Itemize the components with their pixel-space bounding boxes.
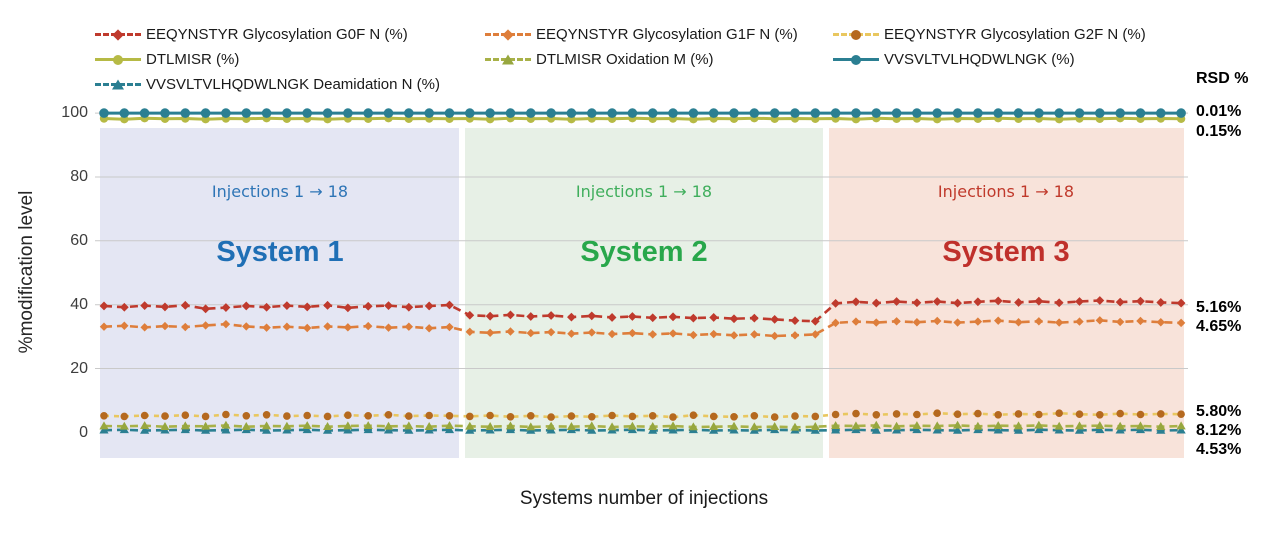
y-axis-tick-40: 40 bbox=[70, 296, 88, 313]
legend-label: EEQYNSTYR Glycosylation G1F N (%) bbox=[536, 26, 798, 43]
legend-dtlmisr-ox-marker-icon bbox=[485, 53, 531, 67]
legend-g0f-marker-icon bbox=[95, 28, 141, 42]
legend-label: DTLMISR Oxidation M (%) bbox=[536, 51, 714, 68]
system-3-label: System 3 bbox=[942, 236, 1070, 268]
legend-vvsv-deam-marker-icon bbox=[95, 78, 141, 92]
rsd-value-oxidation: 8.12% bbox=[1196, 422, 1242, 439]
x-axis-title: Systems number of injections bbox=[519, 488, 769, 509]
rsd-column-title: RSD % bbox=[1196, 70, 1249, 87]
legend-label: EEQYNSTYR Glycosylation G2F N (%) bbox=[884, 26, 1146, 43]
injections-label-system-2: Injections 1 → 18 bbox=[575, 182, 713, 201]
y-axis-tick-100: 100 bbox=[61, 104, 88, 121]
y-axis-tick-0: 0 bbox=[79, 424, 88, 441]
legend-g2f-marker-icon bbox=[833, 28, 879, 42]
rsd-value-g0f: 5.16% bbox=[1196, 299, 1242, 316]
rsd-value-g1f: 4.65% bbox=[1196, 318, 1242, 335]
y-axis-tick-60: 60 bbox=[70, 232, 88, 249]
system-1-label: System 1 bbox=[216, 236, 344, 268]
legend-vvsv-marker-icon bbox=[833, 53, 879, 67]
legend-label: VVSVLTVLHQDWLNGK Deamidation N (%) bbox=[146, 76, 440, 93]
legend-item-g0f: EEQYNSTYR Glycosylation G0F N (%) bbox=[95, 22, 485, 47]
legend-item-g2f: EEQYNSTYR Glycosylation G2F N (%) bbox=[833, 22, 1146, 47]
legend-label: DTLMISR (%) bbox=[146, 51, 240, 68]
legend-label: VVSVLTVLHQDWLNGK (%) bbox=[884, 51, 1075, 68]
legend-g1f-marker-icon bbox=[485, 28, 531, 42]
legend-dtlmisr-marker-icon bbox=[95, 53, 141, 67]
y-axis-tick-20: 20 bbox=[70, 360, 88, 377]
legend-item-g1f: EEQYNSTYR Glycosylation G1F N (%) bbox=[485, 22, 833, 47]
rsd-value-vvsv: 0.01% bbox=[1196, 103, 1242, 120]
rsd-value-dtlmisr: 0.15% bbox=[1196, 123, 1242, 140]
legend-item-vvsv-deam: VVSVLTVLHQDWLNGK Deamidation N (%) bbox=[95, 72, 485, 97]
legend-item-dtlmisr-ox: DTLMISR Oxidation M (%) bbox=[485, 47, 833, 72]
legend-label: EEQYNSTYR Glycosylation G0F N (%) bbox=[146, 26, 408, 43]
system-2-label: System 2 bbox=[580, 236, 708, 268]
rsd-value-g2f: 5.80% bbox=[1196, 403, 1242, 420]
chart-legend: EEQYNSTYR Glycosylation G0F N (%) EEQYNST… bbox=[95, 22, 1146, 97]
rsd-value-deamidation: 4.53% bbox=[1196, 441, 1242, 458]
y-axis-title: %modification level bbox=[16, 190, 37, 354]
legend-item-vvsv: VVSVLTVLHQDWLNGK (%) bbox=[833, 47, 1146, 72]
y-axis-tick-80: 80 bbox=[70, 168, 88, 185]
injections-label-system-1: Injections 1 → 18 bbox=[211, 182, 349, 201]
injections-label-system-3: Injections 1 → 18 bbox=[937, 182, 1075, 201]
legend-item-dtlmisr: DTLMISR (%) bbox=[95, 47, 485, 72]
